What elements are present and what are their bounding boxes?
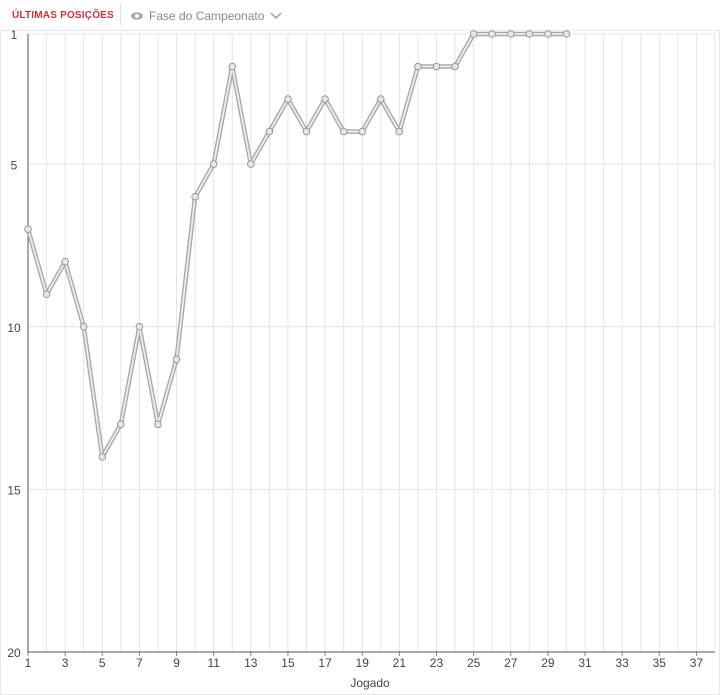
y-tick-label: 10 (7, 321, 21, 335)
x-tick-label: 9 (173, 656, 180, 670)
point (488, 30, 496, 38)
x-tick-label: 13 (244, 656, 258, 670)
point (451, 62, 459, 71)
x-tick-label: 23 (430, 656, 444, 670)
point (562, 30, 571, 38)
x-axis-label: Jogado (350, 676, 390, 690)
x-tick-label: 17 (318, 656, 332, 670)
point (98, 453, 107, 461)
x-tick-label: 31 (578, 656, 592, 670)
point (469, 30, 478, 38)
point (339, 127, 348, 136)
x-tick-label: 19 (356, 656, 370, 670)
chevron (270, 12, 282, 20)
eye-icon (131, 12, 143, 20)
header: ÚLTIMAS POSIÇÕES Fase do Campeonato (0, 0, 720, 30)
point (117, 420, 125, 429)
point (506, 30, 515, 38)
point (209, 160, 218, 168)
point (376, 95, 385, 103)
point (135, 322, 144, 331)
point (172, 355, 181, 364)
x-tick-label: 21 (393, 656, 407, 670)
tab-active[interactable]: ÚLTIMAS POSIÇÕES (12, 10, 114, 21)
y-tick-label: 5 (11, 158, 18, 172)
point (79, 322, 88, 331)
point (228, 62, 237, 71)
x-tick-label: 5 (99, 656, 106, 670)
point (61, 257, 69, 266)
series-line-inner (27, 33, 567, 458)
point (432, 62, 441, 71)
point (358, 127, 367, 136)
point (395, 127, 404, 136)
x-tick-label: 35 (653, 656, 667, 670)
x-tick-label: 27 (504, 656, 518, 670)
x-tick-label: 15 (281, 656, 295, 670)
y-tick-label: 15 (7, 484, 21, 498)
point (414, 62, 422, 71)
x-tick-label: 11 (207, 656, 220, 670)
tab-phase[interactable]: Fase do Campeonato (149, 9, 265, 23)
point (154, 420, 162, 429)
x-tick-label: 3 (62, 656, 69, 670)
point (191, 192, 199, 201)
point (284, 95, 292, 103)
x-tick-label: 29 (541, 656, 555, 670)
point (544, 30, 552, 38)
x-tick-label: 25 (467, 656, 481, 670)
y-tick-label: 20 (7, 646, 21, 660)
series-line (25, 31, 567, 460)
separator (120, 4, 121, 26)
x-tick-label: 1 (25, 656, 32, 670)
point (24, 225, 32, 233)
y-tick-label: 1 (11, 28, 18, 42)
point (42, 290, 51, 299)
point (321, 95, 329, 103)
x-tick-label: 37 (690, 656, 704, 670)
point (265, 127, 274, 136)
point (247, 160, 255, 168)
x-tick-label: 7 (136, 656, 143, 670)
point (525, 30, 534, 38)
point (302, 127, 311, 136)
x-tick-label: 33 (615, 656, 629, 670)
